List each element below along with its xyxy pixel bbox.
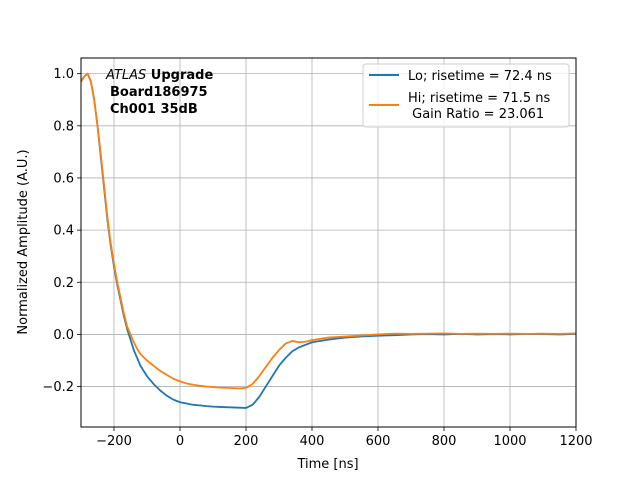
plot-area: [81, 72, 576, 409]
series-line-hi: [81, 72, 576, 390]
legend-label-lo: Lo; risetime = 72.4 ns: [408, 69, 552, 84]
board-label: Board186975: [110, 85, 208, 100]
x-tick-label: 1200: [559, 434, 592, 449]
legend: Lo; risetime = 72.4 ns Hi; risetime = 71…: [362, 63, 570, 128]
channel-label: Ch001 35dB: [110, 102, 198, 117]
legend-box: [362, 63, 570, 128]
x-tick-label: 400: [300, 434, 325, 449]
axis-ticks: −200 0 200 400 600 800 1000 1200 −0.2 0.0 0.2 0.4 0.…: [42, 67, 592, 449]
y-tick-label: 0.0: [53, 328, 74, 343]
y-tick-label: 0.2: [53, 276, 74, 291]
atlas-annotation: ATLAS Upgrade Board186975 Ch001 35dB: [105, 68, 213, 117]
y-tick-label: 0.6: [53, 171, 74, 186]
plot-frame: [80, 57, 577, 428]
upgrade-label: Upgrade: [146, 68, 213, 83]
legend-label-gain-ratio: Gain Ratio = 23.061: [408, 107, 544, 122]
svg-text:ATLAS Upgrade: ATLAS Upgrade: [105, 68, 213, 83]
x-tick-label: 600: [366, 434, 391, 449]
atlas-label: ATLAS: [105, 68, 146, 83]
x-tick-label: 0: [176, 434, 184, 449]
y-tick-label: 0.8: [53, 119, 74, 134]
y-tick-label: 0.4: [53, 224, 74, 239]
y-axis-label: Normalized Amplitude (A.U.): [16, 149, 31, 334]
y-tick-label: 1.0: [53, 67, 74, 82]
x-tick-label: −200: [96, 434, 132, 449]
legend-label-hi: Hi; risetime = 71.5 ns: [408, 91, 550, 106]
y-tick-label: −0.2: [42, 380, 74, 395]
x-tick-label: 200: [234, 434, 259, 449]
x-tick-label: 1000: [493, 434, 526, 449]
x-tick-label: 800: [432, 434, 457, 449]
x-axis-label: Time [ns]: [296, 457, 358, 472]
